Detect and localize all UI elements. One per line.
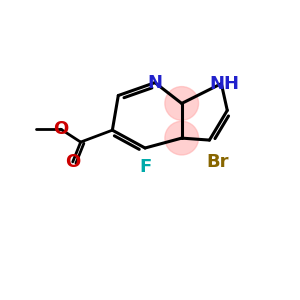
Text: O: O <box>53 120 68 138</box>
Text: F: F <box>139 158 151 176</box>
Circle shape <box>165 87 199 120</box>
Circle shape <box>165 121 199 155</box>
Text: O: O <box>65 153 80 171</box>
Text: N: N <box>148 74 163 92</box>
Text: Br: Br <box>206 153 229 171</box>
Text: NH: NH <box>209 75 239 93</box>
